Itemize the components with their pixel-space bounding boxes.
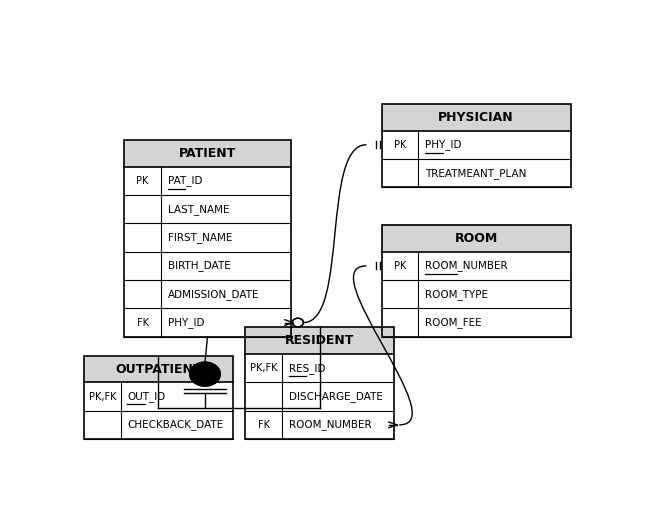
Text: PK,FK: PK,FK	[250, 363, 277, 373]
Bar	[84, 356, 233, 439]
Bar	[124, 140, 291, 167]
Text: ROOM_TYPE: ROOM_TYPE	[425, 289, 488, 300]
Text: ROOM: ROOM	[454, 232, 498, 245]
Text: FIRST_NAME: FIRST_NAME	[168, 232, 232, 243]
Bar	[245, 328, 394, 439]
Text: ROOM_FEE: ROOM_FEE	[425, 317, 482, 328]
Text: ROOM_NUMBER: ROOM_NUMBER	[425, 261, 508, 271]
Text: FK: FK	[137, 317, 148, 328]
Circle shape	[292, 318, 303, 327]
Text: RESIDENT: RESIDENT	[285, 334, 354, 347]
Text: OUTPATIENT: OUTPATIENT	[115, 362, 202, 376]
Text: PAT_ID: PAT_ID	[168, 175, 202, 187]
Text: DISCHARGE_DATE: DISCHARGE_DATE	[289, 391, 383, 402]
Text: ROOM_NUMBER: ROOM_NUMBER	[289, 420, 371, 430]
Text: PATIENT: PATIENT	[179, 147, 236, 160]
Bar	[381, 225, 571, 337]
Text: OUT_ID: OUT_ID	[128, 391, 165, 402]
Bar	[124, 140, 291, 337]
Bar	[381, 225, 571, 337]
Bar	[381, 104, 571, 187]
Text: TREATMEANT_PLAN: TREATMEANT_PLAN	[425, 168, 526, 178]
Text: PHY_ID: PHY_ID	[168, 317, 204, 328]
Circle shape	[190, 362, 220, 386]
Text: PK: PK	[137, 176, 149, 186]
Bar	[84, 356, 233, 439]
Text: PK: PK	[394, 140, 406, 150]
Text: CHECKBACK_DATE: CHECKBACK_DATE	[128, 420, 223, 430]
Bar	[245, 328, 394, 354]
Text: PHY_ID: PHY_ID	[425, 140, 462, 150]
Bar	[381, 104, 571, 187]
Bar	[381, 225, 571, 252]
Text: d: d	[201, 367, 209, 381]
Bar	[124, 140, 291, 337]
Text: PK,FK: PK,FK	[89, 391, 116, 402]
Bar	[381, 104, 571, 131]
Text: PK: PK	[394, 261, 406, 271]
Text: BIRTH_DATE: BIRTH_DATE	[168, 261, 230, 271]
Text: FK: FK	[258, 420, 270, 430]
Text: ADMISSION_DATE: ADMISSION_DATE	[168, 289, 259, 300]
Text: RES_ID: RES_ID	[289, 363, 326, 374]
Text: LAST_NAME: LAST_NAME	[168, 204, 229, 215]
Bar	[245, 328, 394, 439]
Text: PHYSICIAN: PHYSICIAN	[438, 111, 514, 124]
Bar	[84, 356, 233, 382]
